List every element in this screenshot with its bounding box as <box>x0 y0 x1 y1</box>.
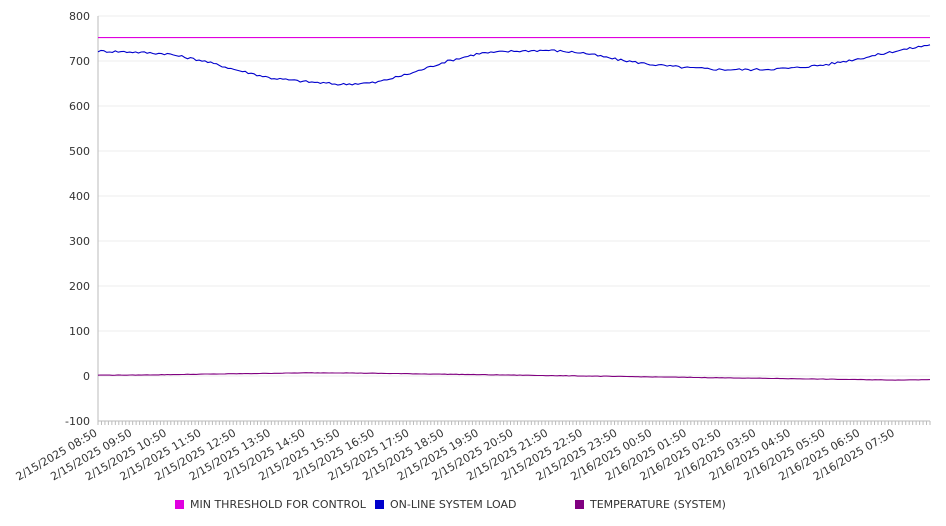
series-line-2 <box>97 372 931 381</box>
y-tick-label: 500 <box>69 145 90 158</box>
y-tick-label: 100 <box>69 325 90 338</box>
x-axis-ticks: 2/15/2025 08:502/15/2025 09:502/15/2025 … <box>14 426 897 483</box>
y-tick-label: 0 <box>83 370 90 383</box>
y-tick-label: 400 <box>69 190 90 203</box>
y-tick-label: -100 <box>65 415 90 428</box>
grid-lines <box>98 15 930 422</box>
legend-swatch-min-threshold <box>175 500 184 509</box>
legend-item-system-load[interactable]: ON-LINE SYSTEM LOAD <box>375 498 516 511</box>
legend-label-min-threshold: MIN THRESHOLD FOR CONTROL <box>190 498 366 511</box>
legend-label-system-load: ON-LINE SYSTEM LOAD <box>390 498 517 511</box>
legend: MIN THRESHOLD FOR CONTROL ON-LINE SYSTEM… <box>0 498 946 514</box>
y-axis-ticks: 800 700 600 500 400 300 200 100 0 -100 <box>65 10 90 428</box>
series-lines <box>97 37 931 381</box>
y-tick-label: 200 <box>69 280 90 293</box>
legend-item-min-threshold[interactable]: MIN THRESHOLD FOR CONTROL <box>175 498 366 511</box>
y-tick-label: 600 <box>69 100 90 113</box>
y-tick-label: 700 <box>69 55 90 68</box>
axes <box>97 16 931 425</box>
legend-swatch-system-load <box>375 500 384 509</box>
legend-label-temperature: TEMPERATURE (SYSTEM) <box>590 498 726 511</box>
y-tick-label: 300 <box>69 235 90 248</box>
series-line-1 <box>97 44 931 86</box>
y-tick-label: 800 <box>69 10 90 23</box>
legend-swatch-temperature <box>575 500 584 509</box>
legend-item-temperature[interactable]: TEMPERATURE (SYSTEM) <box>575 498 726 511</box>
